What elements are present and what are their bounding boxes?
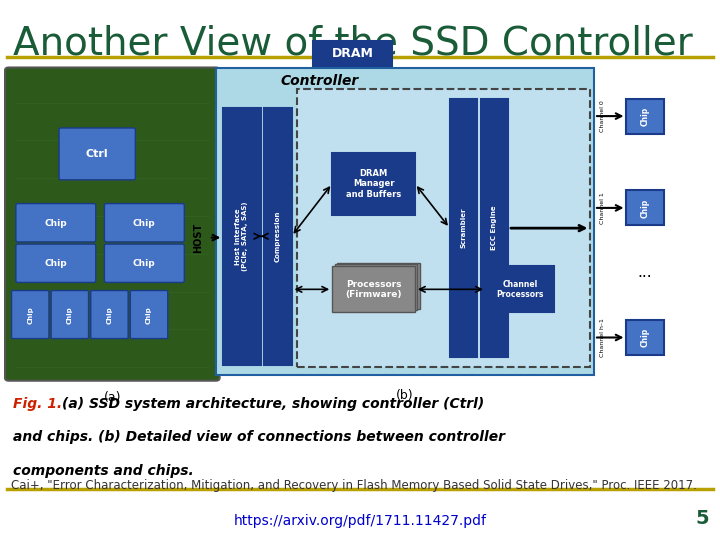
FancyBboxPatch shape [450,99,477,357]
FancyBboxPatch shape [626,320,664,355]
FancyBboxPatch shape [486,266,554,312]
Text: (a) SSD system architecture, showing controller (Ctrl): (a) SSD system architecture, showing con… [62,397,484,411]
Text: Controller: Controller [281,74,359,88]
FancyBboxPatch shape [626,98,664,133]
FancyBboxPatch shape [313,40,392,66]
Text: https://arxiv.org/pdf/1711.11427.pdf: https://arxiv.org/pdf/1711.11427.pdf [233,514,487,528]
Text: Ctrl: Ctrl [86,149,109,159]
FancyBboxPatch shape [104,244,184,282]
Text: Chip: Chip [44,219,67,227]
FancyBboxPatch shape [626,191,664,226]
Text: Chip: Chip [44,259,67,268]
Text: Channel
Processors: Channel Processors [496,280,544,299]
FancyBboxPatch shape [130,291,168,339]
Text: Host Interface
(PCIe, SATA, SAS): Host Interface (PCIe, SATA, SAS) [235,201,248,271]
Text: components and chips.: components and chips. [13,464,194,478]
Text: Chip: Chip [67,306,73,323]
FancyBboxPatch shape [59,128,135,180]
Text: Fig. 1.: Fig. 1. [13,397,62,411]
FancyBboxPatch shape [91,291,128,339]
FancyBboxPatch shape [12,291,49,339]
Text: HOST: HOST [193,222,203,253]
FancyBboxPatch shape [16,204,96,242]
Text: Scrambler: Scrambler [460,208,467,248]
Text: Chip: Chip [27,306,33,323]
FancyBboxPatch shape [481,99,508,357]
Text: Another View of the SSD Controller: Another View of the SSD Controller [13,24,693,62]
Text: Chip: Chip [132,219,156,227]
FancyBboxPatch shape [104,204,184,242]
Text: Channel 0: Channel 0 [600,100,605,132]
Text: DRAM: DRAM [332,47,374,60]
Text: (b): (b) [396,389,414,402]
Text: Channel h–1: Channel h–1 [600,318,605,357]
FancyBboxPatch shape [223,108,261,364]
FancyBboxPatch shape [332,153,415,215]
Text: Chip: Chip [107,306,112,323]
Text: DRAM
Manager
and Buffers: DRAM Manager and Buffers [346,169,401,199]
Text: Chip: Chip [641,106,649,126]
FancyBboxPatch shape [264,108,292,364]
FancyBboxPatch shape [332,266,415,312]
Text: 5: 5 [696,509,709,528]
FancyBboxPatch shape [216,68,594,375]
Text: Chip: Chip [641,198,649,218]
FancyBboxPatch shape [16,244,96,282]
FancyBboxPatch shape [5,68,220,381]
Text: ECC Engine: ECC Engine [491,206,498,251]
FancyBboxPatch shape [337,262,420,308]
Text: Chip: Chip [641,328,649,347]
FancyBboxPatch shape [335,265,418,310]
Text: Compression: Compression [275,211,281,262]
Text: ...: ... [638,265,652,280]
Text: Cai+, "Error Characterization, Mitigation, and Recovery in Flash Memory Based So: Cai+, "Error Characterization, Mitigatio… [11,480,697,492]
Text: Chip: Chip [146,306,152,323]
FancyBboxPatch shape [51,291,89,339]
Text: Chip: Chip [132,259,156,268]
Text: Processors
(Firmware): Processors (Firmware) [346,280,402,299]
FancyBboxPatch shape [297,89,590,367]
Text: and chips. (b) Detailed view of connections between controller: and chips. (b) Detailed view of connecti… [13,430,505,444]
Text: (a): (a) [104,392,121,404]
Text: Channel 1: Channel 1 [600,192,605,224]
